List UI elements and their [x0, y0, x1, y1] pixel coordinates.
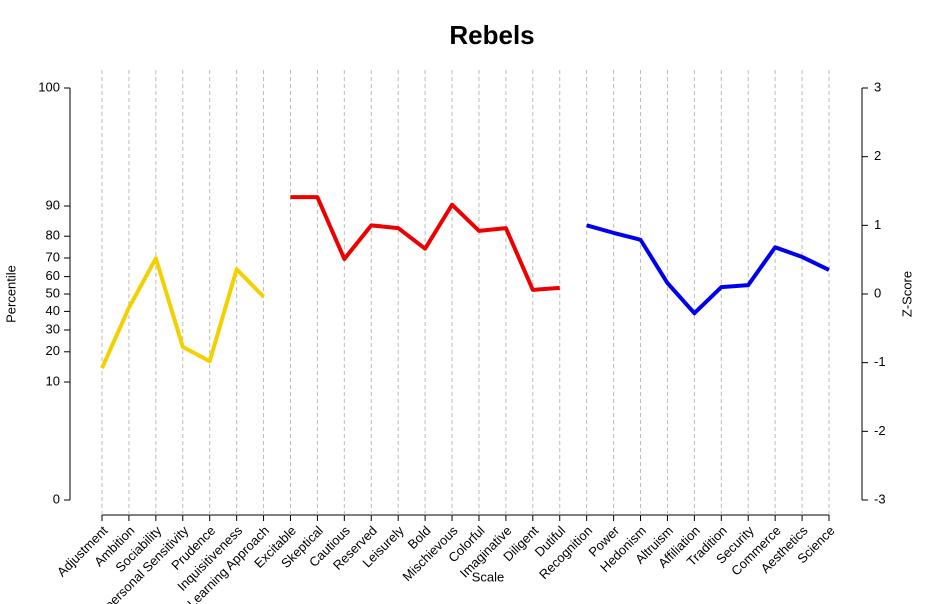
y-tick-label: 50 [46, 285, 60, 300]
y-axis-label: Percentile [3, 265, 18, 323]
series-line [100, 256, 265, 369]
y2-tick-label: -1 [874, 354, 886, 369]
y-tick-label: 80 [46, 228, 60, 243]
series-line [586, 223, 830, 316]
y-tick-label: 10 [46, 373, 60, 388]
y-tick-label: 70 [46, 249, 60, 264]
chart-title: Rebels [449, 20, 534, 50]
y2-tick-label: 2 [874, 148, 881, 163]
y-tick-label: 0 [53, 491, 60, 506]
y-tick-label: 90 [46, 197, 60, 212]
y2-tick-label: -2 [874, 423, 886, 438]
y2-tick-label: 1 [874, 217, 881, 232]
y2-axis-label: Z-Score [899, 271, 914, 317]
y-tick-label: 100 [38, 79, 60, 94]
x-axis-label: Scale [472, 569, 505, 584]
y2-tick-label: 3 [874, 79, 881, 94]
y-tick-label: 60 [46, 268, 60, 283]
y2-tick-label: 0 [874, 285, 881, 300]
y-tick-label: 40 [46, 303, 60, 318]
y-tick-label: 30 [46, 321, 60, 336]
y2-tick-label: -3 [874, 491, 886, 506]
series-line [290, 195, 560, 292]
y-tick-label: 20 [46, 343, 60, 358]
